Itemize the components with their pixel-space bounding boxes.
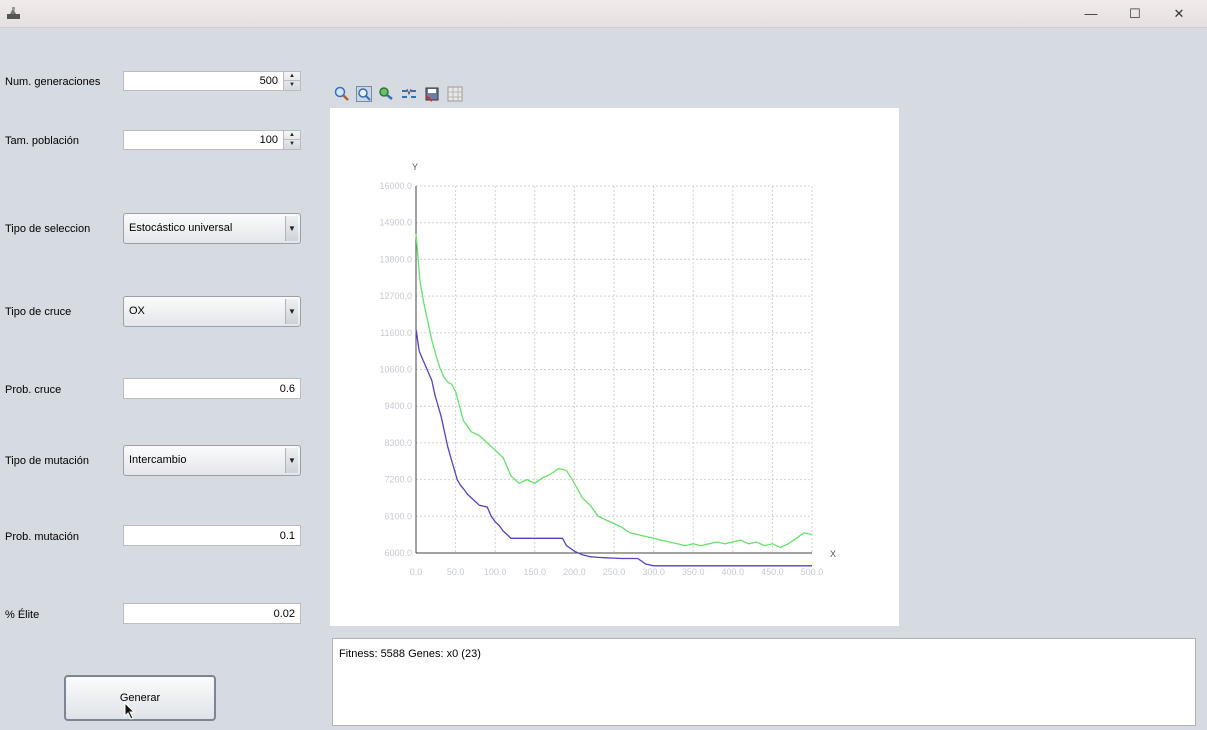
x-tick-label: 50.0 [447,567,465,577]
dropdown-arrow-icon[interactable]: ▼ [285,448,298,473]
tipo-mutacion-value: Intercambio [129,454,187,466]
generar-button[interactable]: Generar [64,675,216,721]
chart-panel: 0.0 50.0 100.0 150.0 200.0 250.0 300.0 350.0 400… [330,108,899,626]
spin-up-icon[interactable]: ▲ [284,131,300,140]
num-generaciones-value: 500 [259,75,278,87]
tipo-mutacion-label: Tipo de mutación [5,455,89,467]
y-tick-label: 14900.0 [379,218,412,228]
dropdown-arrow-icon[interactable]: ▼ [285,216,298,241]
y-axis-label: Y [412,162,418,172]
chart-grid [416,185,813,553]
y-tick-label: 11600.0 [380,328,412,338]
tipo-seleccion-label: Tipo de seleccion [5,223,91,235]
center-icon[interactable] [401,86,417,102]
y-tick-label: 8300.0 [384,438,412,448]
prob-cruce-label: Prob. cruce [5,384,62,396]
x-tick-label: 150.0 [524,567,547,577]
fit-icon[interactable] [378,86,394,102]
series-line-2 [415,329,812,567]
elite-value: 0.02 [273,608,295,620]
chart-axes [415,186,812,554]
elite-input[interactable]: 0.02 [123,603,301,624]
fitness-line-chart[interactable]: 0.0 50.0 100.0 150.0 200.0 250.0 300.0 350.0 400… [330,108,899,626]
prob-cruce-value: 0.6 [279,383,295,395]
zoom-in-icon[interactable] [334,86,350,102]
zoom-out-icon[interactable] [356,86,372,102]
series-line-1 [415,233,813,549]
tipo-cruce-select[interactable]: OX ▼ [123,296,301,327]
elite-label: % Élite [5,609,40,621]
x-tick-label: 500.0 [801,567,824,577]
prob-cruce-input[interactable]: 0.6 [123,378,301,399]
y-tick-label: 10600.0 [379,365,412,375]
tam-poblacion-spinner[interactable]: 100 ▲ ▼ [123,130,301,150]
x-tick-label: 100.0 [484,567,507,577]
x-tick-label: 400.0 [722,567,745,577]
tipo-cruce-label: Tipo de cruce [5,306,72,318]
grid-icon[interactable] [447,86,463,102]
y-tick-label: 9400.0 [384,401,412,411]
prob-mutacion-label: Prob. mutación [5,531,79,543]
spin-up-icon[interactable]: ▲ [284,72,300,81]
maximize-button[interactable]: ☐ [1129,5,1141,21]
x-tick-label: 300.0 [642,567,665,577]
tipo-seleccion-value: Estocástico universal [129,222,233,234]
y-tick-label: 7200.0 [384,475,412,485]
output-textarea[interactable]: Fitness: 5588 Genes: x0 (23) [332,638,1196,726]
tipo-cruce-value: OX [129,305,145,317]
y-tick-label: 16000.0 [379,181,412,191]
tam-poblacion-label: Tam. población [5,135,79,147]
tipo-seleccion-select[interactable]: Estocástico universal ▼ [123,213,301,244]
num-generaciones-label: Num. generaciones [5,76,101,88]
tipo-mutacion-select[interactable]: Intercambio ▼ [123,445,301,476]
chart-tick-labels: 0.0 50.0 100.0 150.0 200.0 250.0 300.0 350.0 400… [379,162,836,577]
y-tick-label: 13800.0 [379,254,412,264]
prob-mutacion-input[interactable]: 0.1 [123,525,301,546]
y-tick-label: 6000.0 [384,548,412,558]
java-app-icon [7,7,20,19]
x-tick-label: 450.0 [761,567,784,577]
mouse-cursor-icon [124,702,136,720]
y-tick-label: 6100.0 [384,511,412,521]
x-axis-label: X [830,549,836,559]
title-bar: — ☐ ✕ [0,0,1207,28]
x-tick-label: 0.0 [410,567,423,577]
close-button[interactable]: ✕ [1173,5,1185,21]
spin-down-icon[interactable]: ▼ [289,141,295,147]
tam-poblacion-value: 100 [259,134,278,146]
tam-poblacion-spin-buttons[interactable]: ▲ ▼ [283,131,300,149]
num-generaciones-spinner[interactable]: 500 ▲ ▼ [123,71,301,91]
x-tick-label: 350.0 [682,567,705,577]
x-tick-label: 200.0 [563,567,586,577]
num-generaciones-spin-buttons[interactable]: ▲ ▼ [283,72,300,90]
output-text: Fitness: 5588 Genes: x0 (23) [339,648,481,660]
y-tick-label: 12700.0 [379,291,412,301]
spin-down-icon[interactable]: ▼ [289,82,295,88]
x-tick-label: 250.0 [603,567,626,577]
dropdown-arrow-icon[interactable]: ▼ [285,299,298,324]
prob-mutacion-value: 0.1 [279,530,295,542]
save-icon[interactable] [424,86,440,102]
minimize-button[interactable]: — [1084,6,1098,21]
chart-series [415,233,813,567]
